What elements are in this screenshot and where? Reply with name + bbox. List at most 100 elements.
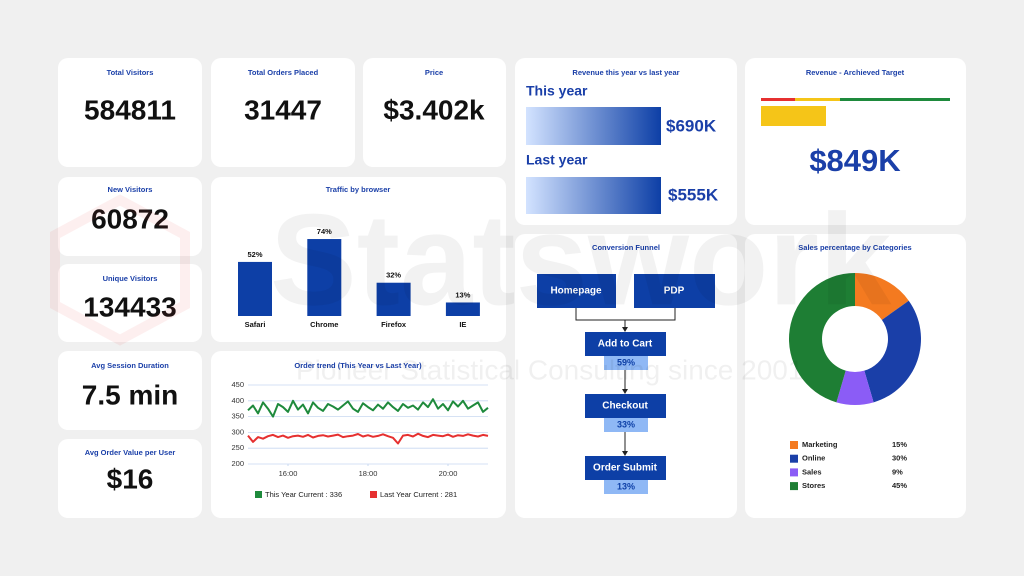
chart-title: Order trend (This Year vs Last Year)	[294, 361, 422, 370]
funnel-rate-box	[604, 418, 648, 432]
legend-label: Sales	[802, 467, 822, 476]
legend-label: Last Year Current : 281	[380, 490, 457, 499]
funnel-rate: 13%	[617, 481, 635, 491]
pie-slice	[788, 273, 855, 403]
revenue-label: Last year	[526, 152, 588, 168]
legend-swatch	[255, 491, 262, 498]
bar	[238, 261, 272, 316]
legend-swatch	[790, 468, 798, 477]
funnel-label: PDP	[664, 286, 685, 297]
legend-swatch	[370, 491, 377, 498]
bar	[307, 239, 342, 316]
card	[58, 351, 202, 430]
kpi-title: Total Visitors	[107, 68, 154, 77]
funnel: Homepage PDP Add to Cart 59% Checkout 33…	[537, 274, 715, 494]
funnel-node	[585, 394, 666, 418]
y-tick-label: 400	[231, 396, 244, 405]
target-bar	[761, 106, 826, 126]
legend-value: 15%	[892, 440, 907, 449]
legend-swatch	[790, 454, 798, 463]
kpi-title: Price	[425, 68, 443, 77]
card	[211, 58, 355, 167]
kpi-value: $3.402k	[383, 94, 485, 125]
kpi-value: 60872	[91, 203, 169, 234]
target-line	[761, 98, 795, 101]
funnel-label: Order Submit	[593, 463, 658, 474]
card	[363, 58, 506, 167]
card-title: Revenue - Archieved Target	[806, 68, 905, 77]
funnel-rate-box	[604, 480, 648, 494]
bar-label: 74%	[317, 227, 332, 236]
kpi-title: Avg Order Value per User	[85, 448, 176, 457]
arrowhead	[622, 327, 628, 456]
target-line	[840, 98, 950, 101]
kpi-value: $16	[107, 463, 154, 494]
card	[58, 58, 202, 167]
legend-swatch	[790, 441, 798, 449]
card	[58, 439, 202, 518]
kpi-title: Avg Session Duration	[91, 361, 169, 370]
y-tick-label: 350	[231, 412, 244, 421]
funnel-rate-box	[604, 356, 648, 370]
y-tick-label: 200	[231, 459, 244, 468]
funnel-node	[634, 274, 715, 308]
pie-slice	[855, 273, 909, 320]
x-tick-label: 18:00	[359, 469, 378, 478]
pie-slice	[864, 300, 921, 403]
target-value: $849K	[809, 143, 901, 178]
card-title: Conversion Funnel	[592, 243, 660, 252]
funnel-rate: 33%	[617, 419, 635, 429]
line	[247, 432, 489, 445]
x-tick-label: IE	[459, 320, 466, 329]
legend-value: 30%	[892, 454, 907, 463]
funnel-rate: 59%	[617, 357, 635, 367]
revenue-bar	[526, 177, 661, 214]
funnel-label: Add to Cart	[598, 339, 653, 350]
charts: 52% Safari 74% Chrome 32% Firefox 13% IE 200 250 3…	[231, 227, 921, 499]
card	[745, 58, 966, 225]
y-tick-label: 250	[231, 443, 244, 452]
kpi-title: New Visitors	[108, 185, 153, 194]
kpi-value: 584811	[84, 94, 176, 125]
x-tick-label: 20:00	[439, 469, 458, 478]
kpi-value: 134433	[83, 291, 176, 322]
revenue-value: $555K	[668, 185, 719, 204]
kpi-value: 7.5 min	[82, 379, 178, 410]
legend-value: 9%	[892, 467, 903, 476]
kpi-title: Unique Visitors	[103, 274, 158, 283]
legend-label: Stores	[802, 481, 825, 490]
funnel-label: Homepage	[550, 286, 602, 297]
bar	[445, 302, 480, 316]
x-tick-label: Chrome	[310, 320, 338, 329]
target-line	[795, 98, 840, 101]
chart-title: Traffic by browser	[326, 185, 391, 194]
card-title: Revenue this year vs last year	[572, 68, 679, 77]
kpi-value: 31447	[244, 94, 322, 125]
card	[58, 264, 202, 342]
y-tick-label: 300	[231, 427, 244, 436]
pie-slice	[836, 370, 874, 406]
bar-label: 32%	[386, 271, 401, 280]
y-tick-label: 450	[231, 380, 244, 389]
legend-value: 45%	[892, 481, 907, 490]
revenue-bar	[526, 107, 661, 145]
revenue-label: This year	[526, 83, 588, 99]
funnel-node	[537, 274, 616, 308]
legend-swatch	[790, 482, 798, 491]
x-tick-label: 16:00	[279, 469, 298, 478]
funnel-node	[585, 456, 666, 480]
legend-label: This Year Current : 336	[265, 490, 342, 499]
revenue-value: $690K	[666, 116, 717, 135]
line	[247, 398, 489, 418]
legend-label: Online	[802, 454, 825, 463]
card	[211, 177, 506, 342]
kpi-title: Total Orders Placed	[248, 68, 319, 77]
bar	[376, 282, 411, 316]
legend-label: Marketing	[802, 440, 838, 449]
chart-title: Sales percentage by Categories	[798, 243, 911, 252]
bar-label: 52%	[247, 250, 262, 259]
funnel-label: Checkout	[602, 401, 648, 412]
x-tick-label: Safari	[245, 320, 266, 329]
funnel-node	[585, 332, 666, 356]
